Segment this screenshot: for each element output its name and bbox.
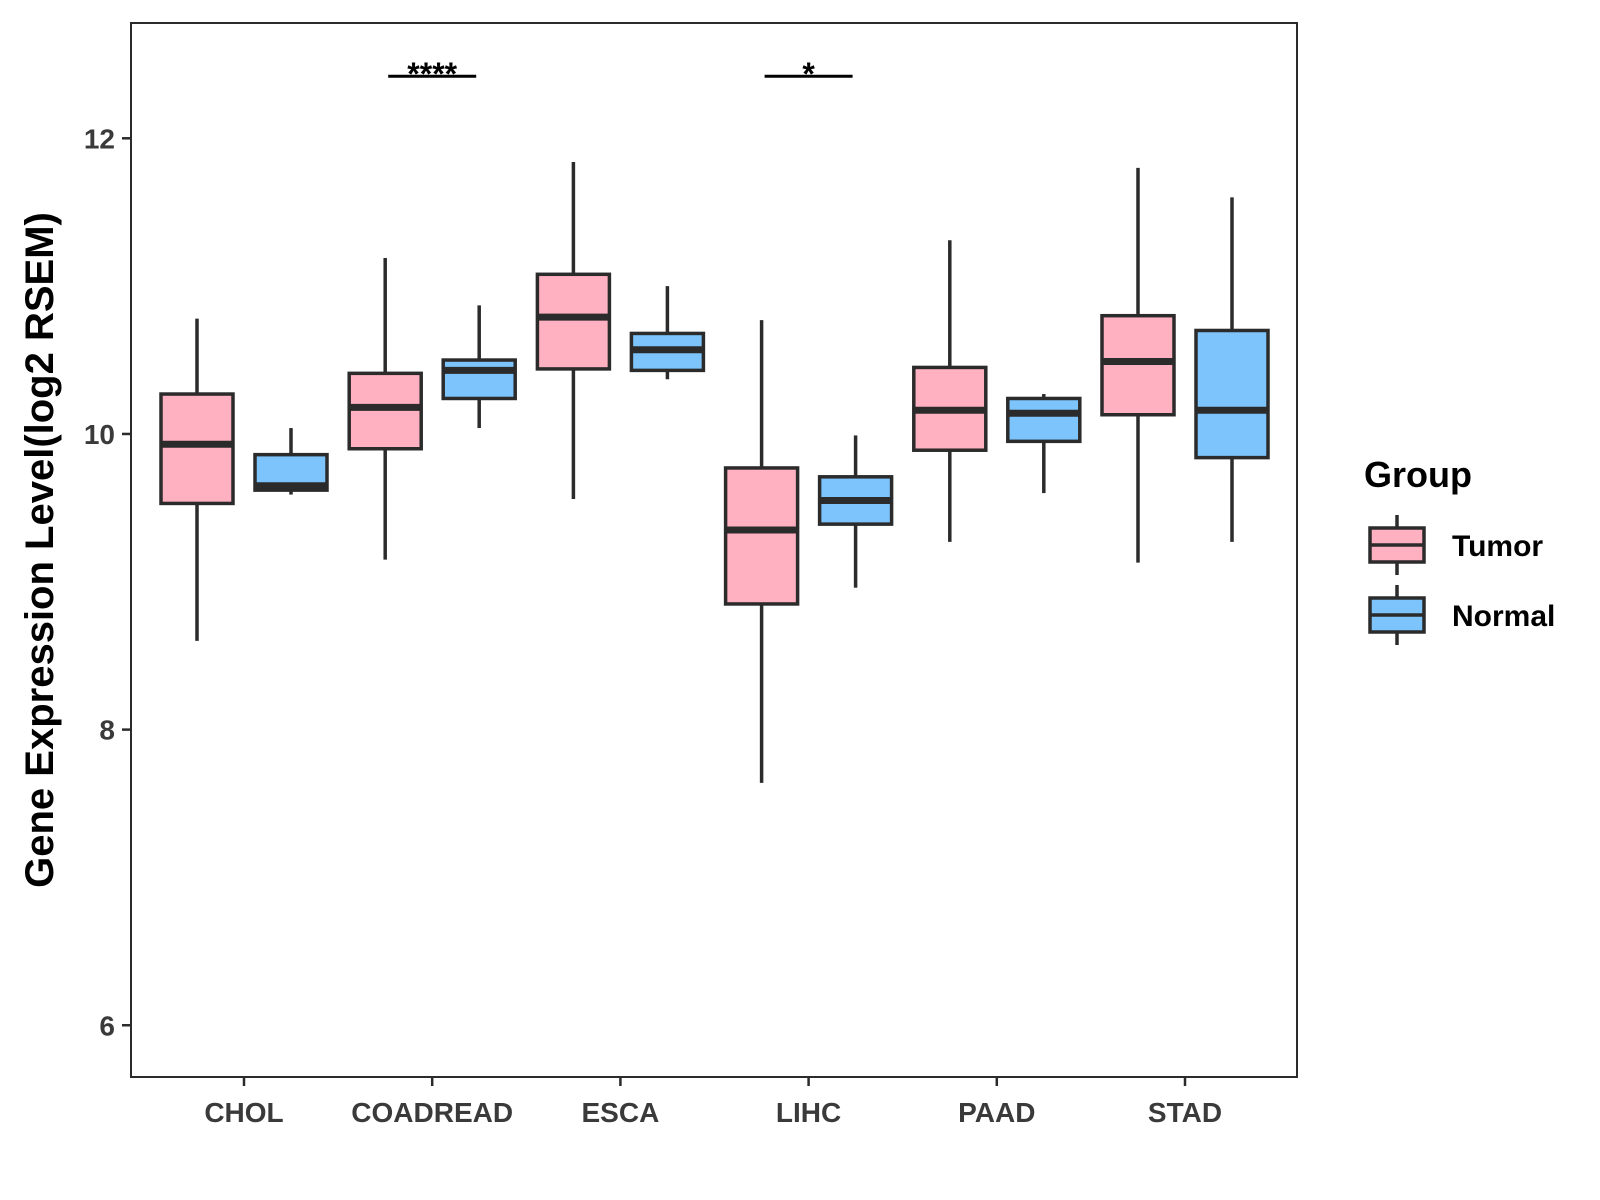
iqr-box — [347, 371, 423, 451]
box-normal-paad — [1006, 394, 1082, 494]
legend-label: Tumor — [1452, 530, 1543, 563]
box-normal-esca — [629, 286, 706, 380]
legend: Group Tumor Normal — [1364, 454, 1555, 645]
iqr-box — [723, 466, 800, 606]
box-normal-chol — [253, 428, 329, 495]
legend-title: Group — [1364, 454, 1472, 495]
iqr-box — [1100, 313, 1176, 417]
box-tumor-stad — [1100, 167, 1176, 563]
legend-entry-tumor: Tumor — [1368, 515, 1543, 575]
box-tumor-coadread — [347, 258, 423, 560]
box-normal-stad — [1194, 197, 1270, 542]
x-tick-label: ESCA — [582, 1097, 660, 1128]
y-tick-label: 10 — [84, 419, 115, 450]
x-tick-label: COADREAD — [351, 1097, 513, 1128]
axes: 6 8 10 12 CHOL COADREAD ESCA LIHC PAAD STAD Gene E… — [18, 22, 1298, 1128]
iqr-box — [535, 272, 612, 371]
box-tumor-lihc — [723, 320, 800, 783]
significance-label: **** — [407, 56, 457, 92]
box-tumor-paad — [912, 240, 988, 542]
box-tumor-chol — [159, 318, 235, 641]
panel-border — [130, 22, 1298, 1078]
box-normal-lihc — [817, 435, 894, 588]
iqr-box — [1194, 328, 1270, 460]
y-tick-label: 8 — [99, 715, 115, 746]
x-tick-label: PAAD — [958, 1097, 1035, 1128]
box-tumor-esca — [535, 161, 612, 499]
significance-label: * — [802, 56, 815, 92]
plot-area: **** * — [159, 56, 1270, 783]
iqr-box — [1006, 396, 1082, 444]
x-tick-label: CHOL — [204, 1097, 283, 1128]
box-normal-coadread — [441, 305, 517, 429]
legend-entry-normal: Normal — [1368, 585, 1555, 645]
x-tick-label: LIHC — [776, 1097, 841, 1128]
y-tick-label: 6 — [99, 1010, 115, 1041]
y-tick-label: 12 — [84, 123, 115, 154]
significance-annotation: * — [764, 56, 853, 92]
legend-label: Normal — [1452, 600, 1555, 633]
y-axis-title: Gene Expression Level(log2 RSEM) — [18, 212, 62, 888]
iqr-box — [441, 358, 517, 401]
iqr-box — [159, 392, 235, 506]
significance-annotation: **** — [388, 56, 477, 92]
x-tick-label: STAD — [1148, 1097, 1222, 1128]
